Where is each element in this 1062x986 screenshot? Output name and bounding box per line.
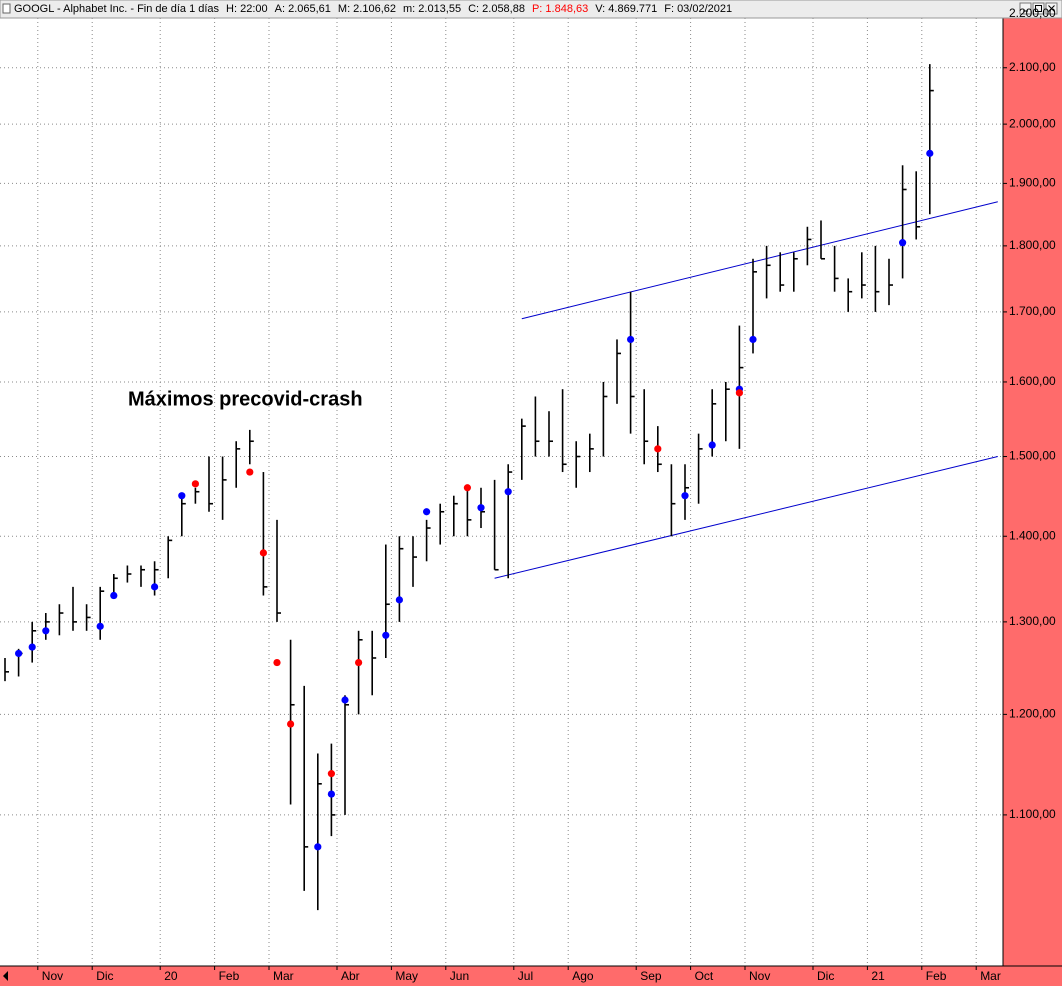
x-tick-label: Nov: [749, 969, 770, 983]
signal-dot: [395, 596, 403, 604]
signal-dot: [382, 631, 390, 639]
x-tick-label: Feb: [219, 969, 240, 983]
header-text: GOOGL - Alphabet Inc. - Fin de día 1 día…: [14, 3, 732, 15]
maximize-button[interactable]: [1032, 2, 1045, 15]
signal-dot: [504, 488, 512, 496]
x-tick-label: Mar: [273, 969, 294, 983]
x-tick-label: May: [395, 969, 418, 983]
time-axis-panel: [0, 966, 1062, 986]
x-tick-label: Jul: [518, 969, 533, 983]
signal-dot: [151, 583, 159, 591]
y-tick-label: 2.000,00: [1009, 116, 1056, 130]
signal-dot: [259, 549, 267, 557]
x-tick-label: Feb: [926, 969, 947, 983]
annotation: Máximos precovid-crash: [128, 388, 363, 410]
signal-dot: [749, 335, 757, 344]
signal-dot: [708, 441, 716, 449]
minimize-button[interactable]: [1019, 2, 1032, 15]
y-tick-label: 2.100,00: [1009, 60, 1056, 74]
trend-line: [494, 456, 998, 579]
y-tick-label: 1.400,00: [1009, 528, 1056, 542]
header-bar: GOOGL - Alphabet Inc. - Fin de día 1 día…: [0, 0, 1062, 19]
signal-dot: [42, 627, 50, 635]
signal-dot: [355, 658, 363, 667]
signal-dot: [110, 591, 118, 600]
signal-dot: [654, 445, 662, 453]
x-tick-label: Dic: [817, 969, 834, 983]
signal-dot: [178, 492, 186, 500]
scroll-left[interactable]: [3, 971, 8, 981]
signal-dot: [423, 508, 431, 516]
signal-dot: [246, 468, 254, 476]
x-tick-label: Nov: [42, 969, 63, 983]
header-title: GOOGL - Alphabet Inc. - Fin de día 1 día…: [14, 3, 220, 15]
header-field: m: 2.013,55: [403, 3, 461, 15]
x-tick-label: Mar: [980, 969, 1001, 983]
signal-dot: [287, 720, 295, 728]
x-tick-label: Oct: [695, 969, 714, 983]
signal-dot: [681, 492, 689, 500]
plot: [0, 13, 1007, 965]
y-tick-label: 2.200,00: [1009, 6, 1056, 20]
y-tick-label: 1.600,00: [1009, 374, 1056, 388]
signal-dot: [477, 504, 485, 512]
signal-dot: [96, 622, 104, 630]
signal-dot: [926, 149, 934, 157]
signal-dot: [28, 643, 36, 651]
header-field: C: 2.058,88: [468, 3, 525, 15]
price-axis-panel: [1003, 0, 1062, 986]
header-icon: [2, 3, 11, 14]
x-tick-label: Dic: [96, 969, 113, 983]
signal-dot: [314, 843, 322, 851]
header-field: P: 1.848,63: [532, 3, 588, 15]
signal-dot: [327, 790, 335, 798]
header-bg: [0, 0, 1062, 19]
x-tick-label: Sep: [640, 969, 662, 983]
signal-dot: [327, 770, 335, 778]
y-tick-label: 1.200,00: [1009, 707, 1056, 721]
signal-dot: [627, 335, 635, 344]
signal-dot: [899, 239, 907, 247]
x-tick-label: Ago: [572, 969, 594, 983]
signal-dot: [273, 658, 281, 667]
close-glyph: [1048, 5, 1055, 12]
header-field: F: 03/02/2021: [664, 3, 732, 15]
signal-dot: [735, 389, 744, 397]
x-tick-label: 21: [871, 969, 885, 983]
signal-dot: [463, 484, 471, 492]
y-tick-label: 1.500,00: [1009, 449, 1056, 463]
maximize-glyph: [1035, 5, 1042, 12]
y-tick-label: 1.900,00: [1009, 176, 1056, 190]
y-tick-label: 1.300,00: [1009, 614, 1056, 628]
x-tick-label: Jun: [450, 969, 469, 983]
header-field: V: 4.869.771: [595, 3, 657, 15]
x-tick-label: Abr: [341, 969, 360, 983]
signal-dot: [15, 649, 23, 658]
signal-dot: [341, 696, 349, 704]
signal-dot: [191, 480, 199, 488]
y-tick-label: 1.800,00: [1009, 238, 1056, 252]
y-tick-label: 1.700,00: [1009, 304, 1056, 318]
y-tick-label: 1.100,00: [1009, 807, 1056, 821]
trend-line: [521, 201, 998, 320]
header-field: M: 2.106,62: [338, 3, 396, 15]
header-field: H: 22:00: [226, 3, 268, 15]
header-field: A: 2.065,61: [275, 3, 331, 15]
x-tick-label: 20: [164, 969, 178, 983]
